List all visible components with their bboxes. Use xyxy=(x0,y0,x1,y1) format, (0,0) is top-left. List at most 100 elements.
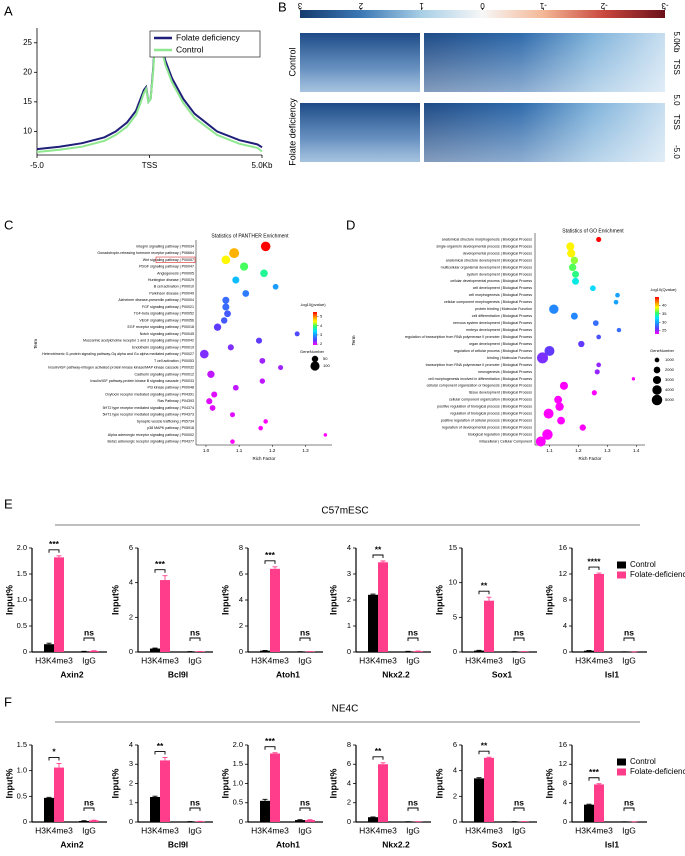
bar xyxy=(160,760,170,822)
bar xyxy=(305,820,315,822)
error-bar xyxy=(152,795,158,797)
bubble xyxy=(221,255,231,265)
significance-label: *** xyxy=(265,736,276,746)
bubble xyxy=(207,370,215,378)
error-bar xyxy=(56,555,62,558)
x-tick-label: IgG xyxy=(406,825,420,835)
legend-label: Folate-deficiency xyxy=(630,767,685,776)
significance-label: *** xyxy=(589,767,600,777)
bubble xyxy=(570,312,578,320)
colorbar-tick-label: 25 xyxy=(662,328,667,333)
term-label: cellular component organization or bioge… xyxy=(427,384,533,388)
x-tick-label: 1.3 xyxy=(302,448,309,453)
significance-label: * xyxy=(52,747,56,757)
color-legend-title: -log10(Qvalue) xyxy=(650,287,677,292)
y-tick-label: 16 xyxy=(559,543,567,552)
significance-bracket xyxy=(513,637,525,641)
term-label: 5HT2 type receptor mediated signaling pa… xyxy=(103,406,194,410)
x-tick-label: 1.2 xyxy=(575,448,582,453)
y-tick-label: 2 xyxy=(347,798,351,807)
side-label: 5.0 xyxy=(672,94,681,106)
x-axis-label: Rich Factor xyxy=(578,456,602,461)
bubble xyxy=(537,352,549,364)
gene-label: Nkx2.2 xyxy=(382,839,410,849)
side-label: -5.0 xyxy=(672,145,681,159)
term-label: anatomical structure morphogenesis | Bio… xyxy=(442,237,532,241)
y-tick-label: 8 xyxy=(563,778,567,787)
term-label: tissue development | Biological Process xyxy=(469,391,532,395)
y-tick-label: 0.5 xyxy=(17,621,27,630)
panel-letter: B xyxy=(278,0,287,14)
significance-bracket xyxy=(154,751,166,755)
bar xyxy=(378,562,388,652)
colorbar-tick-label: 2 xyxy=(358,1,363,10)
bubble xyxy=(542,429,553,440)
error-bar xyxy=(596,572,602,574)
bar xyxy=(150,648,160,652)
bubble xyxy=(566,242,575,251)
bubble xyxy=(594,369,600,375)
error-bar xyxy=(486,756,492,758)
panel-letter: A xyxy=(4,3,13,18)
term-label: Angiogenesis | P00005 xyxy=(157,271,194,275)
term-label: Wnt signaling pathway | P00057 xyxy=(143,258,194,262)
y-tick-label: 1 xyxy=(347,621,351,630)
significance-label: **** xyxy=(587,556,601,566)
bubble xyxy=(272,283,279,290)
term-label: Beta1 adrenergic receptor signaling path… xyxy=(108,440,194,444)
bubble xyxy=(232,276,240,284)
term-label: Huntington disease | P00029 xyxy=(148,278,194,282)
term-label: developmental process | Biological Proce… xyxy=(463,251,532,255)
term-label: binding | Molecular Function xyxy=(487,356,532,360)
bar xyxy=(474,650,484,652)
y-tick-label: 0 xyxy=(347,647,351,656)
significance-label: ns xyxy=(300,627,310,637)
error-bar xyxy=(486,596,492,601)
y-tick-label: 12 xyxy=(559,759,567,768)
term-label: Heterotrimeric G-protein signaling pathw… xyxy=(42,352,194,356)
legend-swatch xyxy=(617,561,626,569)
bubble xyxy=(613,299,619,305)
y-axis-label: Input% xyxy=(220,585,230,615)
significance-bracket xyxy=(264,560,276,564)
y-tick-label: 6 xyxy=(453,740,457,749)
y-axis-label: Term xyxy=(351,335,356,345)
x-tick-label: 1.0 xyxy=(203,448,210,453)
x-tick-label: IgG xyxy=(512,655,526,665)
bar xyxy=(79,820,89,822)
y-tick-label: 2 xyxy=(239,621,243,630)
significance-bracket xyxy=(189,637,201,641)
y-tick-label: 4 xyxy=(129,578,133,587)
heatmap-shade xyxy=(300,103,665,162)
y-axis-label: Input% xyxy=(544,769,554,799)
size-legend-title: GeneNumber xyxy=(300,349,325,354)
bubble xyxy=(224,310,231,318)
significance-bracket xyxy=(478,750,490,755)
term-label: anatomical structure development | Biolo… xyxy=(446,258,532,262)
bubble xyxy=(559,381,569,390)
x-tick-label: -5.0 xyxy=(30,161,44,170)
y-tick-label: 6 xyxy=(129,543,133,552)
bubble xyxy=(631,377,636,381)
colorbar xyxy=(655,297,659,334)
size-legend-label: 3000 xyxy=(665,377,675,382)
x-tick-label: H3K4me3 xyxy=(575,655,613,665)
x-tick-label: H3K4me3 xyxy=(251,825,289,835)
heatmap-shade xyxy=(300,33,665,92)
size-legend-title: GeneNumber xyxy=(650,348,675,353)
panel-letter: D xyxy=(346,217,355,232)
y-tick-label: 8 xyxy=(239,543,243,552)
significance-label: ns xyxy=(190,797,200,807)
bubble xyxy=(596,236,602,243)
panel-letter: F xyxy=(4,694,12,709)
y-tick-label: 2 xyxy=(129,612,133,621)
size-legend-label: 1000 xyxy=(665,357,675,362)
gene-label: Sox1 xyxy=(492,669,513,679)
term-label: 5HT1 type receptor mediated signaling pa… xyxy=(103,413,194,417)
y-tick-label: 8 xyxy=(347,740,351,749)
bubble xyxy=(240,262,249,271)
y-tick-label: 10 xyxy=(449,578,457,587)
term-label: Endothelin signaling pathway | P00019 xyxy=(132,345,194,349)
bubble xyxy=(570,256,579,265)
